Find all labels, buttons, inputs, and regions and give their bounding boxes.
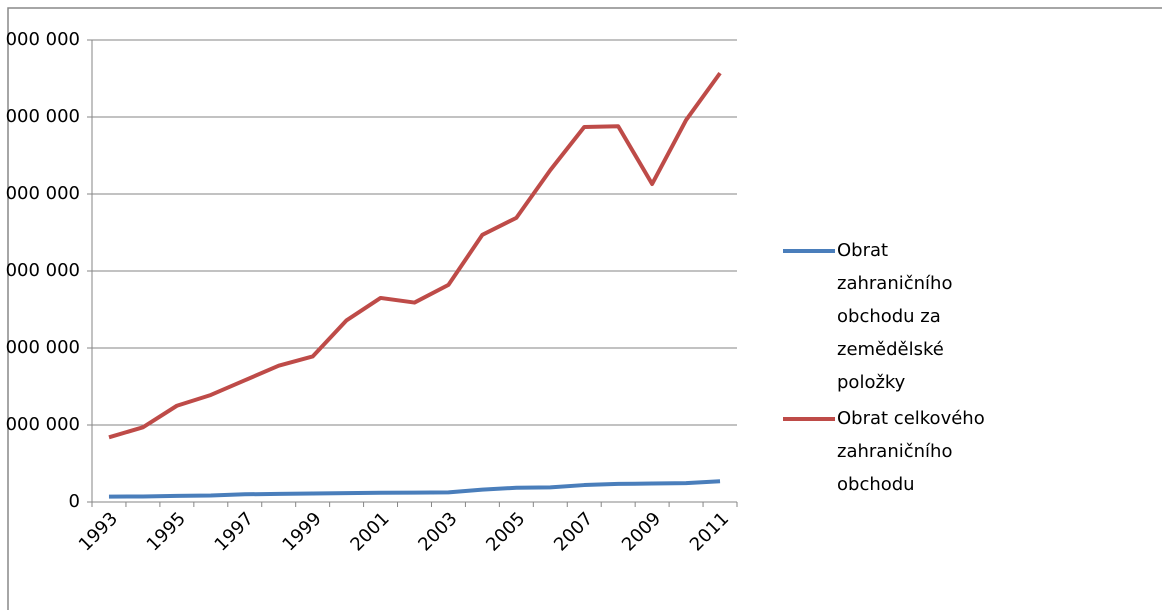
- x-tick-label: 2009: [618, 508, 665, 555]
- x-tick-label: 2003: [414, 508, 461, 555]
- y-tick-label: 0: [69, 491, 80, 512]
- legend-label: Obrat celkového zahraničního obchodu: [837, 408, 985, 495]
- x-tick-label: 2007: [550, 508, 597, 555]
- frame: [7, 7, 1162, 610]
- y-tick-label: 1 000 000 000: [0, 414, 80, 435]
- legend-label: Obrat zahraničního obchodu za zemědělské…: [837, 240, 953, 393]
- series-line: [108, 71, 722, 440]
- x-tick-label: 1995: [143, 508, 190, 555]
- x-tick-label: 2011: [686, 508, 733, 555]
- y-tick-label: 3 000 000 000: [0, 260, 80, 281]
- y-tick-label: 5 000 000 000: [0, 106, 80, 127]
- x-tick-label: 2001: [346, 508, 393, 555]
- legend-entry: Obrat celkového zahraničního obchodu: [783, 402, 997, 501]
- legend-entry: Obrat zahraničního obchodu za zemědělské…: [783, 234, 997, 399]
- legend-swatch: [783, 249, 835, 253]
- y-tick-label: 4 000 000 000: [0, 183, 80, 204]
- x-tick-label: 1997: [211, 508, 258, 555]
- legend-swatch: [783, 417, 835, 421]
- series-line: [108, 479, 721, 499]
- x-tick-label: 1999: [278, 508, 325, 555]
- x-tick-label: 1993: [75, 508, 122, 555]
- y-tick-label: 6 000 000 000: [0, 29, 80, 50]
- y-tick-label: 2 000 000 000: [0, 337, 80, 358]
- x-tick-label: 2005: [482, 508, 529, 555]
